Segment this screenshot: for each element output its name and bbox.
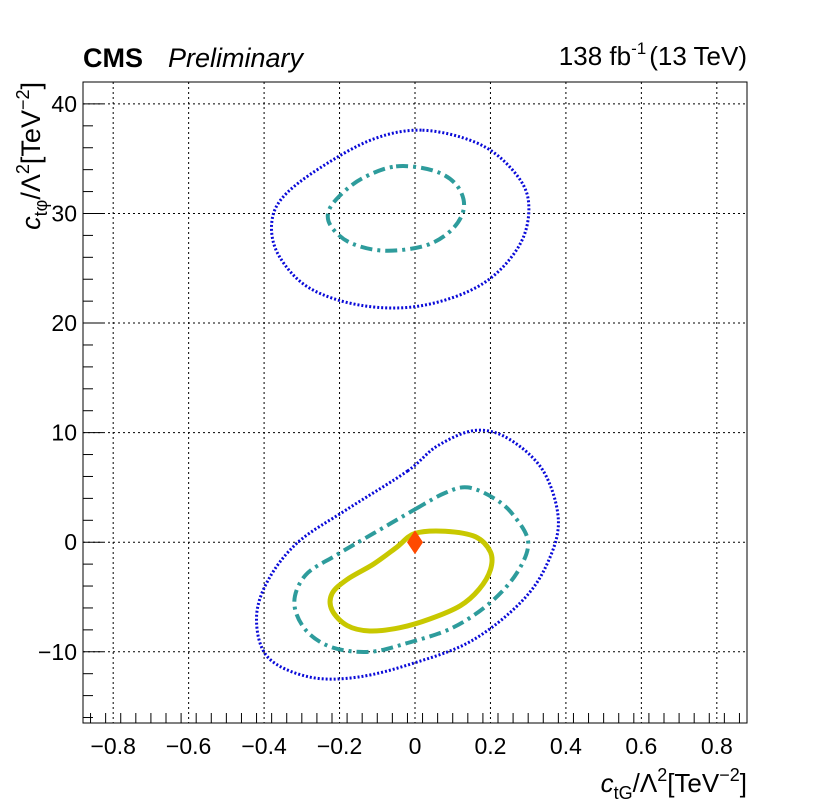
y-tick-label: 0 (64, 529, 77, 555)
marker-layer (407, 530, 423, 555)
x-tick-label: −0.2 (317, 733, 362, 759)
plot-frame (82, 81, 748, 724)
contour-solid (327, 528, 495, 634)
lumi-exponent: -1 (631, 39, 646, 58)
contour-layer (255, 128, 560, 681)
y-axis-unit: [TeV (16, 110, 46, 164)
x-tick-label: 0.2 (474, 733, 506, 759)
lumi-energy: (13 TeV) (649, 41, 747, 71)
contour-dashdot (325, 164, 467, 253)
x-axis-power: 2 (657, 765, 667, 785)
x-tick-label: −0.4 (241, 733, 287, 759)
contour-dotted (269, 128, 531, 310)
y-axis-subscript: tφ (31, 200, 51, 217)
y-tick-label: 30 (51, 200, 77, 226)
x-axis-subscript: tG (614, 783, 633, 803)
contour-dashdot (292, 485, 531, 654)
y-axis-lambda: /Λ (16, 174, 46, 200)
experiment-label: CMS (83, 43, 143, 73)
x-axis-symbol: c (601, 768, 614, 798)
y-tick-label: −10 (38, 639, 77, 665)
y-axis-unit-close: ] (16, 82, 46, 90)
axes: −0.8 −0.6 −0.4 −0.2 0 0.2 0.4 0.6 0.8 −10 0 10 20 30 4… (38, 81, 740, 759)
x-tick-label: 0.8 (701, 733, 733, 759)
y-axis-power: 2 (13, 164, 33, 174)
status-label: Preliminary (168, 43, 305, 73)
x-tick-label: −0.6 (166, 733, 211, 759)
contour-dotted (255, 428, 560, 681)
best-fit-marker (407, 530, 423, 555)
x-tick-label: 0 (409, 733, 422, 759)
x-tick-label: −0.8 (90, 733, 135, 759)
x-axis-title: ctG/Λ2[TeV−2] (601, 765, 747, 803)
grid (83, 82, 747, 723)
y-axis-unit-power: −2 (13, 90, 33, 111)
x-tick-label: 0.4 (550, 733, 582, 759)
x-tick-label: 0.6 (625, 733, 657, 759)
y-axis-title: ctφ/Λ2[TeV−2] (13, 82, 51, 230)
y-tick-label: 40 (51, 91, 77, 117)
y-tick-label: 20 (51, 310, 77, 336)
x-axis-unit: [TeV (667, 768, 720, 798)
y-axis-symbol: c (16, 216, 46, 230)
y-tick-label: 10 (51, 420, 77, 446)
x-axis-unit-power: −2 (719, 765, 740, 785)
x-axis-lambda: /Λ (633, 768, 658, 798)
x-axis-unit-close: ] (740, 768, 747, 798)
luminosity-label: 138 fb-1 (13 TeV) (559, 39, 747, 71)
lumi-value: 138 fb (559, 41, 631, 71)
